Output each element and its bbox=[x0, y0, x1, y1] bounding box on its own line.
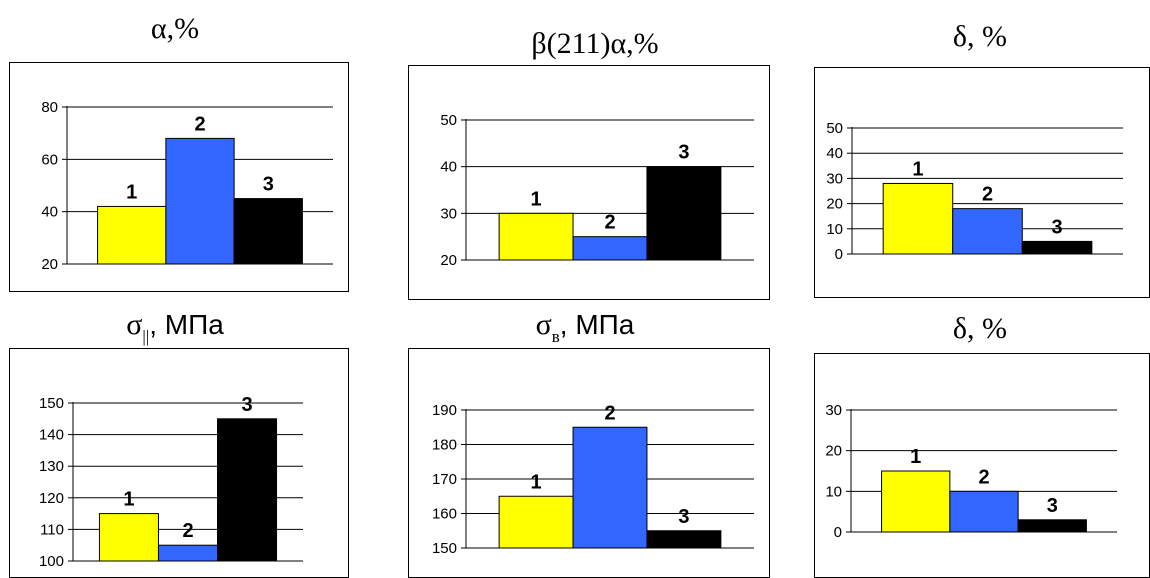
bar-label-2: 2 bbox=[978, 466, 989, 488]
bar-chart-sigma-b: 150 160 170 180 190 1 2 3 bbox=[432, 402, 754, 557]
bar-1 bbox=[882, 182, 954, 255]
bar-chart-beta: 20 30 40 50 1 2 3 bbox=[440, 112, 754, 269]
y-tick-label: 40 bbox=[41, 204, 58, 221]
y-tick-label: 30 bbox=[440, 205, 457, 222]
y-tick-label: 140 bbox=[39, 427, 64, 444]
y-tick-label: 80 bbox=[41, 99, 58, 116]
chart-title-beta: β(211)α,% bbox=[460, 27, 730, 61]
chart-frame-delta-top bbox=[814, 67, 1150, 298]
chart-frame-sigma-parallel bbox=[9, 348, 349, 578]
y-tick-label: 0 bbox=[835, 246, 843, 263]
bar-chart-sigma-parallel: 100 110 120 130 140 150 1 2 3 bbox=[39, 394, 303, 570]
y-tick-label: 10 bbox=[826, 221, 843, 238]
chart-frame-delta-bottom bbox=[814, 353, 1150, 578]
y-tick-label: 40 bbox=[826, 145, 843, 162]
bar-label-2: 2 bbox=[982, 184, 993, 206]
y-tick-label: 100 bbox=[39, 553, 64, 570]
chart-title-delta-bottom: δ, % bbox=[880, 312, 1080, 346]
chart-title-text: δ, % bbox=[952, 312, 1008, 345]
bar-3 bbox=[1021, 240, 1093, 255]
y-tick-label: 20 bbox=[826, 196, 843, 213]
bar-2 bbox=[165, 137, 235, 265]
bar-label-3: 3 bbox=[1047, 495, 1058, 517]
chart-title-subscript: в bbox=[551, 327, 560, 346]
bar-label-3: 3 bbox=[678, 506, 689, 528]
bar-3 bbox=[646, 530, 722, 549]
bar-chart-delta-top: 0 10 20 30 40 50 1 2 3 bbox=[826, 120, 1123, 263]
y-tick-label: 0 bbox=[834, 524, 842, 541]
chart-title-text: α,% bbox=[150, 12, 200, 45]
y-tick-label: 50 bbox=[440, 112, 457, 129]
bar-label-3: 3 bbox=[1051, 216, 1062, 238]
y-tick-label: 60 bbox=[41, 151, 58, 168]
bar-1 bbox=[498, 495, 574, 549]
chart-title-sigma-parallel: σ||, МПа bbox=[60, 308, 290, 354]
y-tick-label: 20 bbox=[41, 256, 58, 273]
chart-title-text: δ, % bbox=[952, 20, 1008, 53]
chart-title-sigma-b: σв, МПа bbox=[455, 308, 715, 354]
chart-title-unit: , МПа bbox=[149, 309, 224, 340]
bar-label-2: 2 bbox=[604, 402, 615, 424]
y-tick-label: 30 bbox=[825, 402, 842, 419]
y-tick-label: 160 bbox=[432, 506, 457, 523]
y-tick-label: 50 bbox=[826, 120, 843, 137]
bar-label-1: 1 bbox=[126, 181, 137, 203]
bar-label-3: 3 bbox=[678, 142, 689, 164]
bar-label-3: 3 bbox=[241, 394, 252, 416]
bar-1 bbox=[98, 513, 159, 562]
bar-label-2: 2 bbox=[194, 113, 205, 135]
bar-label-1: 1 bbox=[912, 158, 923, 180]
bar-label-2: 2 bbox=[604, 212, 615, 234]
y-tick-label: 130 bbox=[39, 458, 64, 475]
y-tick-label: 10 bbox=[825, 483, 842, 500]
chart-title-subscript: || bbox=[142, 327, 150, 346]
bar-3 bbox=[217, 418, 278, 562]
y-tick-label: 40 bbox=[440, 159, 457, 176]
bar-2 bbox=[157, 544, 219, 562]
y-tick-label: 180 bbox=[432, 437, 457, 454]
bar-label-1: 1 bbox=[910, 446, 921, 468]
y-tick-label: 170 bbox=[432, 471, 457, 488]
chart-title-unit: , МПа bbox=[559, 309, 635, 340]
bar-3 bbox=[233, 198, 303, 265]
bar-label-3: 3 bbox=[263, 174, 274, 196]
bar-1 bbox=[498, 212, 574, 261]
chart-title-sigma: σ bbox=[535, 308, 552, 341]
bar-2 bbox=[952, 208, 1023, 255]
bar-label-1: 1 bbox=[123, 489, 134, 511]
bar-2 bbox=[572, 236, 648, 261]
y-tick-label: 110 bbox=[40, 521, 64, 538]
y-tick-label: 120 bbox=[39, 490, 64, 507]
bar-label-1: 1 bbox=[531, 188, 542, 210]
chart-title-delta-top: δ, % bbox=[880, 20, 1080, 54]
y-tick-label: 150 bbox=[39, 395, 64, 412]
y-tick-label: 20 bbox=[825, 443, 842, 460]
chart-title-alpha: α,% bbox=[60, 12, 290, 46]
bar-chart-alpha: 20 40 60 80 1 2 3 bbox=[41, 99, 333, 273]
bar-1 bbox=[881, 470, 951, 533]
y-tick-label: 20 bbox=[440, 252, 457, 269]
bar-2 bbox=[949, 490, 1019, 533]
bar-label-1: 1 bbox=[531, 471, 542, 493]
y-tick-label: 30 bbox=[826, 170, 843, 187]
bar-2 bbox=[572, 426, 648, 549]
bar-3 bbox=[1017, 519, 1087, 533]
chart-title-sigma: σ bbox=[126, 308, 143, 341]
bar-label-2: 2 bbox=[182, 520, 193, 542]
y-tick-label: 190 bbox=[432, 402, 457, 419]
bar-3 bbox=[646, 166, 722, 261]
chart-title-text: β(211)α,% bbox=[531, 27, 659, 60]
bar-1 bbox=[97, 205, 167, 265]
bar-chart-delta-bottom: 0 10 20 30 1 2 3 bbox=[825, 402, 1117, 541]
y-tick-label: 150 bbox=[432, 540, 457, 557]
